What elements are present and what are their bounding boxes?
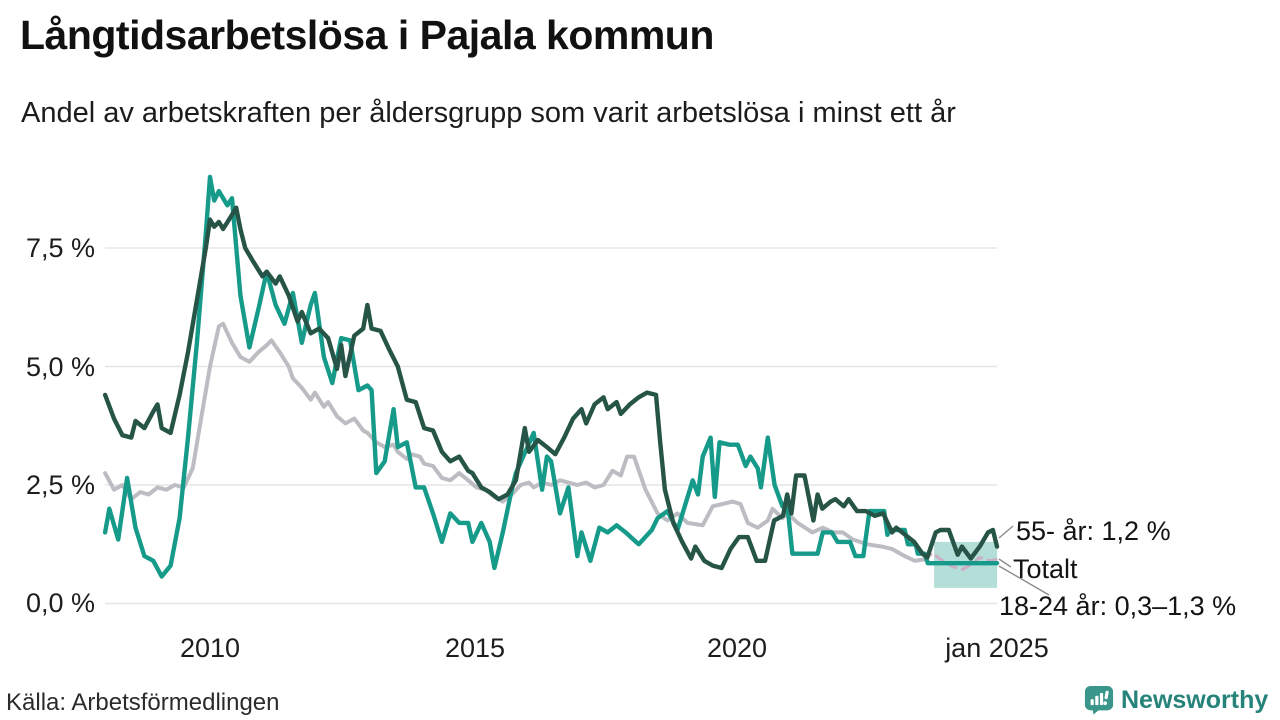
annotation-18-24-ar: 18-24 år: 0,3–1,3 % bbox=[999, 591, 1237, 621]
x-tick-2010: 2010 bbox=[179, 633, 241, 663]
source-note: Källa: Arbetsförmedlingen bbox=[6, 689, 280, 716]
y-tick-5-0: 5,0 % bbox=[25, 352, 95, 382]
annotation-55-ar: 55- år: 1,2 % bbox=[1016, 516, 1171, 546]
x-tick-2015: 2015 bbox=[444, 633, 506, 663]
page-title: Långtidsarbetslösa i Pajala kommun bbox=[20, 12, 714, 58]
chart-subtitle: Andel av arbetskraften per åldersgrupp s… bbox=[21, 97, 956, 129]
x-tick-2020: 2020 bbox=[706, 633, 768, 663]
x-tick-jan-2025: jan 2025 bbox=[945, 633, 1049, 663]
newsworthy-brand-label: Newsworthy bbox=[1121, 685, 1269, 714]
newsworthy-logo-icon bbox=[1084, 685, 1114, 715]
newsworthy-brand[interactable]: Newsworthy bbox=[1084, 685, 1268, 715]
y-tick-0-0: 0,0 % bbox=[25, 588, 95, 618]
y-tick-7-5: 7,5 % bbox=[25, 233, 95, 263]
y-tick-2-5: 2,5 % bbox=[25, 470, 95, 500]
annotation-totalt: Totalt bbox=[1013, 554, 1078, 584]
